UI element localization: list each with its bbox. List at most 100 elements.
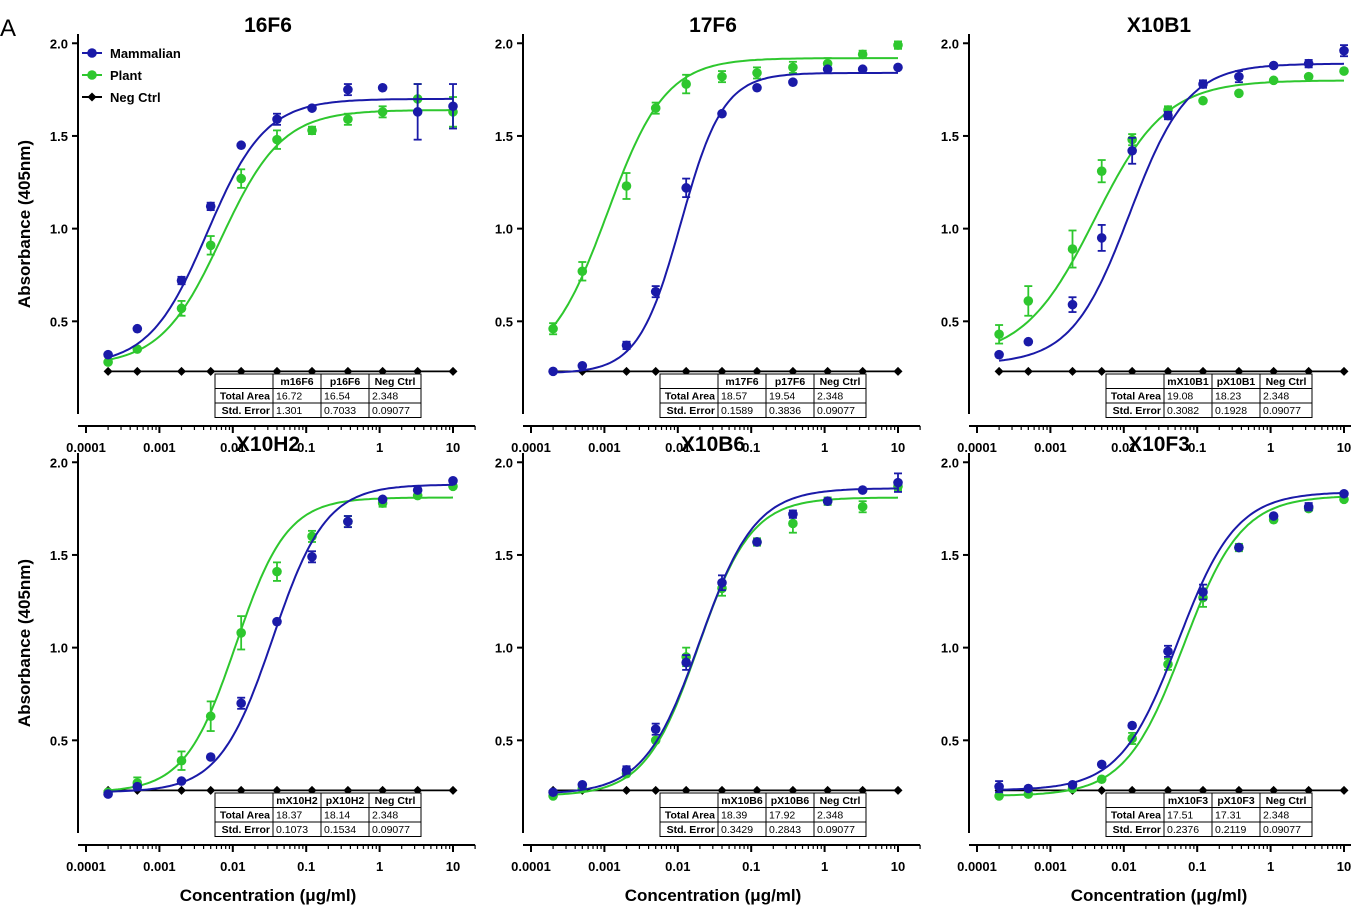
plant-point [1268, 75, 1279, 86]
chart-title: X10F3 [1128, 433, 1190, 456]
x-tick-label: 1 [821, 859, 828, 874]
mammalian-point [1127, 145, 1137, 156]
table-value-cell: 0.09077 [372, 824, 410, 836]
plant-point [788, 518, 798, 529]
table-border [1105, 373, 1313, 418]
y-tick-label: 1.5 [50, 548, 68, 563]
mammalian-point [1268, 511, 1279, 521]
plant-point [893, 40, 903, 50]
mammalian-point [448, 101, 458, 112]
mammalian-point [717, 577, 727, 588]
table-value-cell: 0.3429 [721, 824, 753, 836]
table-row-label: Total Area [220, 810, 270, 822]
mammalian-point [236, 140, 246, 151]
y-tick-label: 1.5 [495, 548, 513, 563]
table-header-cell: pX10B6 [771, 795, 810, 807]
table-header-cell: mX10B6 [721, 795, 763, 807]
table-value-cell: 2.348 [1263, 391, 1289, 403]
negctrl-point [1339, 785, 1349, 795]
y-tick-label: 1.5 [941, 548, 959, 563]
negctrl-point [1097, 785, 1107, 795]
stats-table: mX10B6 pX10B6 Neg Ctrl Total Area 18.39 17.92… [659, 792, 867, 837]
mammalian-point [176, 275, 187, 286]
table-header-cell: pX10B1 [1217, 376, 1256, 388]
table-border [214, 792, 422, 837]
mammalian-point [681, 183, 691, 193]
table-header-cell: mX10B1 [1167, 376, 1209, 388]
mammalian-point [205, 201, 216, 212]
negctrl-point [1339, 366, 1349, 376]
y-tick-label: 1.0 [941, 641, 959, 656]
mammalian-point [548, 366, 558, 377]
table-value-cell: 0.09077 [1263, 824, 1301, 836]
table-border [659, 373, 867, 418]
table-value-cell: 18.57 [721, 391, 747, 403]
x-tick-label: 0.0001 [66, 859, 106, 874]
table-value-cell: 19.54 [769, 391, 795, 403]
y-tick-label: 2.0 [50, 455, 68, 470]
mammalian-point [103, 349, 113, 360]
x-axis-label: Concentration (μg/ml) [180, 886, 357, 905]
x-tick-label: 0.001 [143, 859, 176, 874]
chart-title: X10B6 [681, 433, 745, 456]
table-value-cell: 0.09077 [817, 405, 855, 417]
plant-point [205, 240, 216, 251]
legend-marker [87, 92, 97, 102]
plant-point [176, 303, 187, 314]
stats-table: m17F6 p17F6 Neg Ctrl Total Area 18.57 19.54 2.… [659, 373, 867, 418]
table-header-cell: p17F6 [775, 376, 806, 388]
legend: Mammalian Plant Neg Ctrl [82, 46, 181, 105]
mammalian-point [1127, 720, 1137, 731]
mammalian-point [548, 787, 558, 798]
x-tick-label: 0.0001 [511, 859, 551, 874]
table-row-label: Total Area [1111, 810, 1161, 822]
table-value-cell: 0.09077 [1263, 405, 1301, 417]
negctrl-point [621, 366, 631, 376]
mammalian-point [857, 485, 868, 495]
mammalian-point [893, 62, 903, 73]
table-value-cell: 0.1589 [721, 405, 753, 417]
table-header-cell: mX10H2 [276, 795, 318, 807]
plant-fit-curve [552, 57, 898, 328]
plant-fit-curve [553, 496, 899, 796]
x-tick-label: 0.0001 [957, 859, 997, 874]
plant-point [681, 79, 691, 89]
x-tick-label: 0.1 [297, 859, 315, 874]
legend-label: Mammalian [110, 46, 181, 61]
table-header-cell: m16F6 [280, 376, 313, 388]
plant-point [1067, 244, 1078, 254]
negctrl-point [1097, 366, 1107, 376]
mammalian-point [621, 340, 632, 351]
mammalian-point [994, 781, 1004, 792]
y-tick-label: 0.5 [941, 314, 959, 329]
plant-point [1234, 88, 1244, 99]
x-tick-label: 1 [821, 440, 828, 455]
table-value-cell: 0.1534 [324, 824, 356, 836]
stats-table: m16F6 p16F6 Neg Ctrl Total Area 16.72 16.54 2.… [214, 373, 422, 418]
table-value-cell: 18.23 [1215, 391, 1241, 403]
y-tick-label: 1.5 [941, 129, 959, 144]
negctrl-point [176, 785, 186, 795]
x-tick-label: 0.01 [665, 440, 690, 455]
mammalian-point [272, 114, 282, 125]
y-tick-label: 0.5 [50, 314, 68, 329]
mammalian-point [1339, 45, 1349, 56]
chart-title: X10B1 [1127, 14, 1192, 37]
y-tick-label: 1.5 [495, 129, 513, 144]
x-tick-label: 0.01 [665, 859, 690, 874]
mammalian-point [448, 476, 458, 486]
chart-panel-3: 2.0 1.5 1.0 0.5 0.0001 0.001 0.01 0.1 1 10 X10B1 mX… [941, 14, 1351, 455]
mammalian-point [1023, 336, 1034, 347]
mammalian-point [307, 552, 317, 562]
table-value-cell: 0.09077 [817, 824, 855, 836]
table-value-cell: 0.3836 [769, 405, 801, 417]
panel-label: A [0, 15, 16, 42]
x-tick-label: 0.001 [1034, 859, 1067, 874]
plant-point [621, 181, 632, 191]
negctrl-point [1067, 366, 1077, 376]
table-value-cell: 0.09077 [372, 405, 410, 417]
table-row-label: Std. Error [667, 824, 715, 836]
mammalian-point [1303, 501, 1314, 512]
mammalian-point [650, 724, 661, 734]
negctrl-point [103, 366, 113, 376]
